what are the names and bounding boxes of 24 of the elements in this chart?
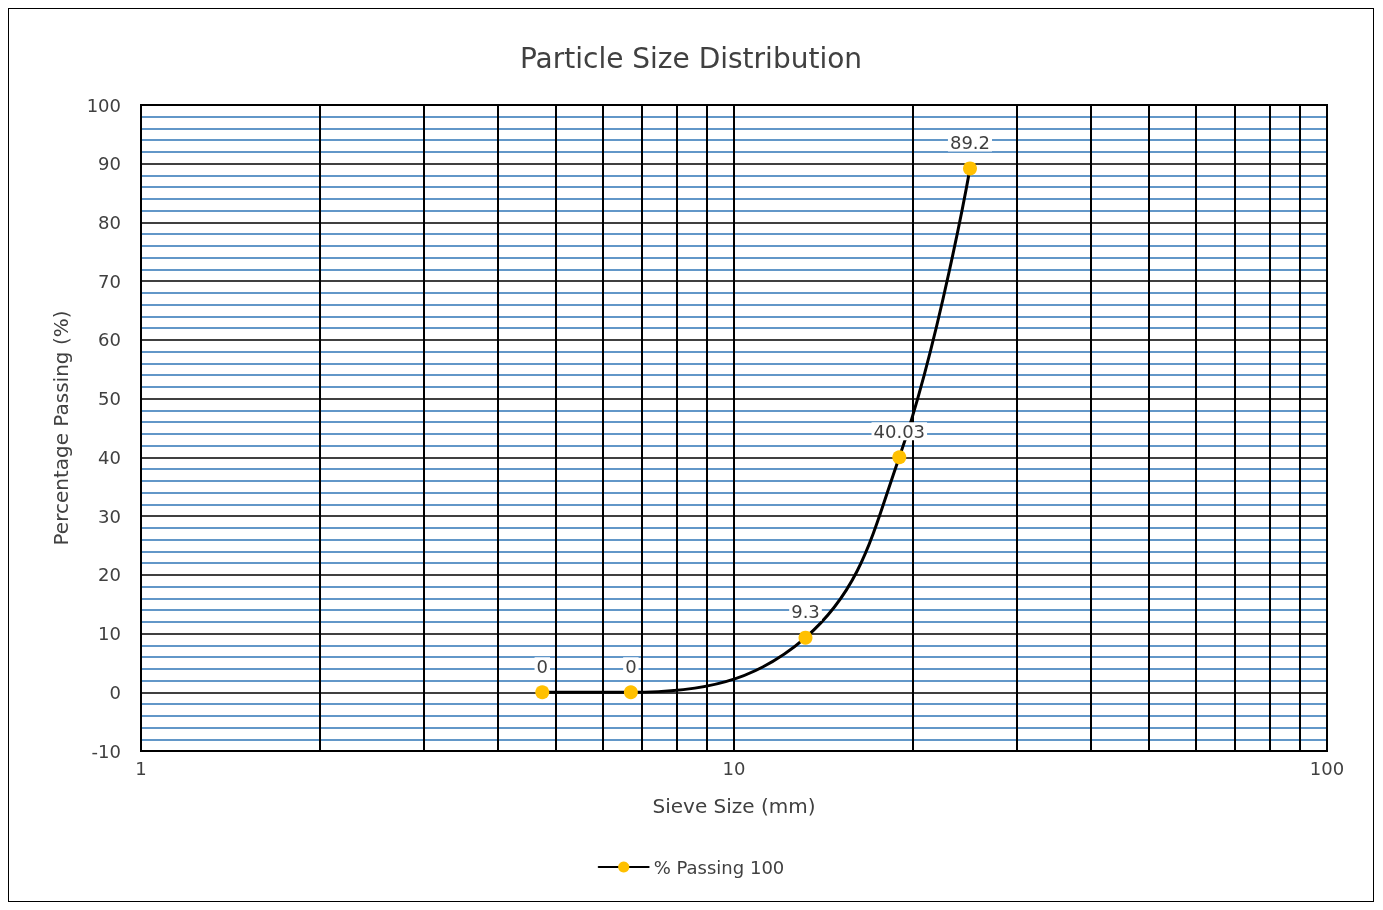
legend-label: % Passing 100 xyxy=(653,856,785,878)
data-label: 40.03 xyxy=(873,420,926,442)
y-tick-label: 40 xyxy=(98,446,121,468)
data-label: 89.2 xyxy=(949,131,991,153)
y-tick-label: 60 xyxy=(98,329,121,351)
chart-title: Particle Size Distribution xyxy=(519,41,863,75)
y-tick-label: 0 xyxy=(109,681,121,703)
x-tick-label: 100 xyxy=(1309,757,1345,779)
data-label: 0 xyxy=(625,655,637,677)
y-tick-label: 70 xyxy=(98,270,121,292)
data-label: 9.3 xyxy=(791,601,820,623)
x-tick-label: 10 xyxy=(722,757,746,779)
y-tick-label: 10 xyxy=(98,623,121,645)
x-tick-label: 1 xyxy=(135,757,147,779)
y-tick-label: 30 xyxy=(98,505,121,527)
y-tick-label: -10 xyxy=(91,740,121,762)
y-tick-label: 100 xyxy=(86,94,121,116)
data-label: 0 xyxy=(536,655,549,677)
x-axis-title: Sieve Size (mm) xyxy=(652,794,816,818)
y-tick-label: 50 xyxy=(98,388,121,410)
y-tick-label: 20 xyxy=(98,564,121,586)
y-axis-title: Percentage Passing (%) xyxy=(49,310,73,546)
y-tick-label: 90 xyxy=(98,153,121,175)
y-tick-label: 80 xyxy=(98,211,121,233)
